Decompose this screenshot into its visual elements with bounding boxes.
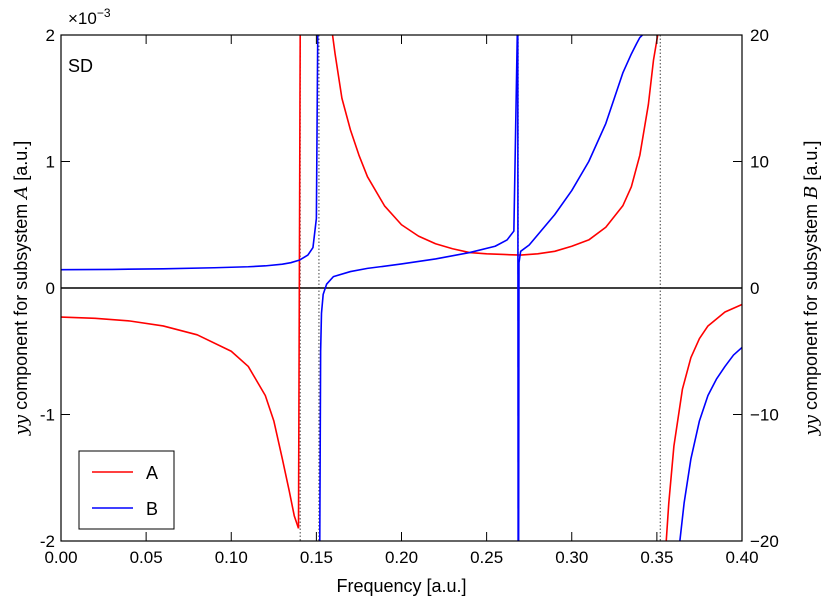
series-a-segment-0 [61, 316, 300, 529]
x-tick-label: 0.35 [640, 548, 673, 567]
x-tick-label: 0.20 [385, 548, 418, 567]
legend-label-b: B [146, 499, 158, 519]
y-right-tick-label: 10 [750, 153, 769, 172]
y-right-tick-label: −10 [750, 406, 779, 425]
series-b-segment-0 [61, 35, 319, 271]
legend-label-a: A [146, 463, 158, 483]
y-left-tick-label: 2 [46, 26, 55, 45]
x-tick-label: 0.40 [725, 548, 758, 567]
legend-box [78, 450, 175, 530]
y-right-tick-label: 20 [750, 26, 769, 45]
x-tick-label: 0.15 [300, 548, 333, 567]
ticks: 0.00 0.05 0.10 0.15 0.20 0.25 0.30 0.35 0.40 -2 -1… [40, 26, 779, 567]
x-tick-label: 0.05 [130, 548, 163, 567]
y-left-tick-label: -2 [40, 532, 55, 551]
y-axis-label-left: yy component for subsystem A [a.u.] [11, 141, 32, 436]
axis-exponent: ×10−3 [68, 6, 111, 28]
panel-label: SD [68, 56, 93, 76]
series-b-segment-1 [318, 35, 519, 541]
y-left-tick-label: -1 [40, 406, 55, 425]
series-a-segment-1 [297, 35, 302, 529]
series-a-segment-2 [331, 35, 659, 256]
x-tick-label: 0.10 [215, 548, 248, 567]
y-right-tick-label: −20 [750, 532, 779, 551]
y-right-tick-label: 0 [750, 279, 759, 298]
series-b-segment-4 [679, 346, 742, 541]
series-b-segment-3 [517, 35, 643, 541]
x-tick-label: 0.30 [555, 548, 588, 567]
series-a [61, 35, 742, 541]
x-tick-label: 0.00 [44, 548, 77, 567]
y-left-tick-label: 1 [46, 153, 55, 172]
series-a-segment-3 [665, 303, 742, 541]
y-left-tick-label: 0 [46, 279, 55, 298]
y-axis-label-right: yy component for subsystem B [a.u.] [801, 141, 822, 437]
x-axis-label: Frequency [a.u.] [336, 576, 466, 596]
series-b [61, 35, 742, 541]
x-tick-label: 0.25 [470, 548, 503, 567]
series-layer [61, 35, 742, 541]
legend: A B [78, 450, 175, 530]
